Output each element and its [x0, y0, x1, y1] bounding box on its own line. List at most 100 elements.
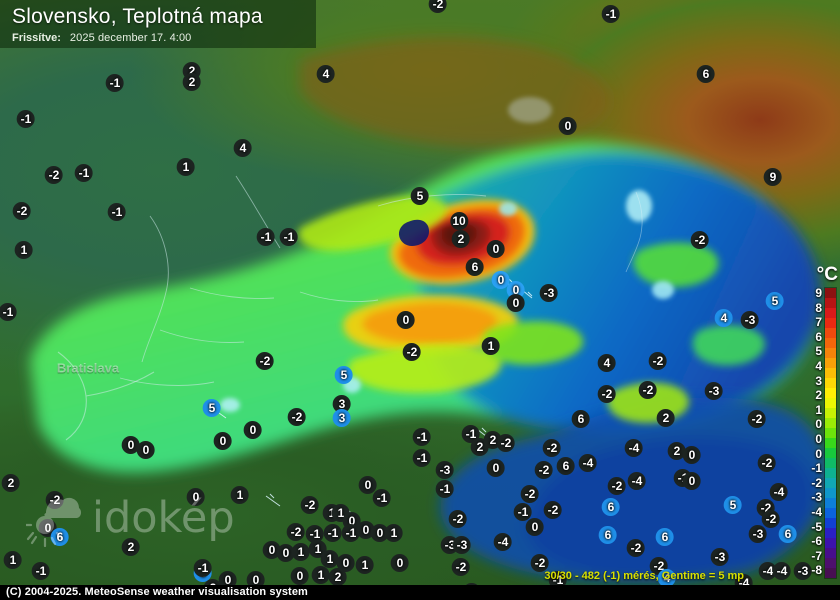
station-marker[interactable]: 6: [557, 457, 575, 475]
station-marker[interactable]: 1: [385, 524, 403, 542]
station-marker[interactable]: -4: [578, 454, 597, 472]
station-marker[interactable]: -4: [624, 439, 643, 457]
station-marker[interactable]: 6: [466, 258, 484, 276]
station-marker[interactable]: 0: [397, 311, 415, 329]
station-marker[interactable]: 0: [291, 567, 309, 585]
station-marker[interactable]: 2: [452, 230, 470, 248]
station-marker[interactable]: 0: [187, 488, 205, 506]
station-marker[interactable]: -2: [428, 0, 447, 13]
station-marker[interactable]: 2: [668, 442, 686, 460]
station-marker[interactable]: 1: [309, 540, 327, 558]
station-marker[interactable]: 0: [122, 436, 140, 454]
station-marker[interactable]: 0: [492, 271, 510, 289]
station-marker[interactable]: 6: [602, 498, 620, 516]
station-marker[interactable]: -4: [627, 472, 646, 490]
station-marker[interactable]: 2: [657, 409, 675, 427]
station-marker[interactable]: -3: [793, 562, 812, 580]
station-marker[interactable]: -1: [323, 524, 342, 542]
station-marker[interactable]: 0: [526, 518, 544, 536]
station-marker[interactable]: -1: [105, 74, 124, 92]
station-marker[interactable]: -2: [607, 477, 626, 495]
station-marker[interactable]: -3: [435, 461, 454, 479]
station-marker[interactable]: 1: [231, 486, 249, 504]
station-marker[interactable]: -1: [107, 203, 126, 221]
station-marker[interactable]: -2: [597, 385, 616, 403]
station-marker[interactable]: 2: [484, 431, 502, 449]
station-marker[interactable]: -1: [412, 428, 431, 446]
station-marker[interactable]: -4: [769, 483, 788, 501]
station-marker[interactable]: -1: [256, 228, 275, 246]
station-marker[interactable]: 0: [559, 117, 577, 135]
station-marker[interactable]: -3: [452, 536, 471, 554]
station-marker[interactable]: -1: [74, 164, 93, 182]
station-marker[interactable]: -2: [761, 510, 780, 528]
station-marker[interactable]: -2: [542, 439, 561, 457]
station-marker[interactable]: -2: [520, 485, 539, 503]
station-marker[interactable]: -3: [710, 548, 729, 566]
station-marker[interactable]: 0: [214, 432, 232, 450]
station-marker[interactable]: 4: [715, 309, 733, 327]
station-marker[interactable]: -1: [435, 480, 454, 498]
station-marker[interactable]: 6: [697, 65, 715, 83]
station-marker[interactable]: 2: [183, 73, 201, 91]
station-marker[interactable]: 0: [137, 441, 155, 459]
station-marker[interactable]: 0: [391, 554, 409, 572]
station-marker[interactable]: -2: [638, 381, 657, 399]
station-marker[interactable]: 5: [766, 292, 784, 310]
station-marker[interactable]: -1: [279, 228, 298, 246]
station-marker[interactable]: -2: [12, 202, 31, 220]
station-marker[interactable]: -2: [402, 343, 421, 361]
station-marker[interactable]: -2: [757, 454, 776, 472]
station-marker[interactable]: 1: [321, 550, 339, 568]
station-marker[interactable]: -2: [690, 231, 709, 249]
station-marker[interactable]: -2: [626, 539, 645, 557]
station-marker[interactable]: 5: [335, 366, 353, 384]
station-marker[interactable]: -1: [548, 571, 567, 585]
station-marker[interactable]: 0: [244, 421, 262, 439]
station-marker[interactable]: 0: [487, 240, 505, 258]
station-marker[interactable]: 6: [599, 526, 617, 544]
station-marker[interactable]: 6: [51, 528, 69, 546]
station-marker[interactable]: 1: [292, 543, 310, 561]
station-marker[interactable]: 1: [312, 566, 330, 584]
station-marker[interactable]: 2: [2, 474, 20, 492]
station-marker[interactable]: 0: [337, 554, 355, 572]
station-marker[interactable]: -4: [493, 533, 512, 551]
station-marker[interactable]: 0: [507, 294, 525, 312]
station-marker[interactable]: -2: [300, 496, 319, 514]
station-marker[interactable]: 0: [683, 472, 701, 490]
station-marker[interactable]: -4: [734, 574, 753, 585]
station-marker[interactable]: 5: [203, 399, 221, 417]
station-marker[interactable]: 2: [122, 538, 140, 556]
station-marker[interactable]: -2: [255, 352, 274, 370]
station-marker[interactable]: 1: [356, 556, 374, 574]
station-marker[interactable]: 0: [263, 541, 281, 559]
station-marker[interactable]: -1: [305, 525, 324, 543]
station-marker[interactable]: 0: [359, 476, 377, 494]
station-marker[interactable]: 4: [234, 139, 252, 157]
station-marker[interactable]: 3: [333, 395, 351, 413]
station-marker[interactable]: -2: [44, 166, 63, 184]
station-marker[interactable]: 1: [177, 158, 195, 176]
station-marker[interactable]: -1: [412, 449, 431, 467]
station-marker[interactable]: -1: [0, 303, 17, 321]
station-marker[interactable]: -1: [601, 5, 620, 23]
station-marker[interactable]: 0: [357, 521, 375, 539]
station-marker[interactable]: 10: [449, 212, 468, 230]
station-marker[interactable]: -2: [543, 501, 562, 519]
station-marker[interactable]: 4: [598, 354, 616, 372]
station-marker[interactable]: -2: [648, 352, 667, 370]
station-marker[interactable]: 9: [764, 168, 782, 186]
station-marker[interactable]: -2: [747, 410, 766, 428]
station-marker[interactable]: 1: [482, 337, 500, 355]
station-marker[interactable]: 2: [471, 438, 489, 456]
station-marker[interactable]: 4: [317, 65, 335, 83]
station-marker[interactable]: -2: [448, 510, 467, 528]
station-marker[interactable]: -3: [704, 382, 723, 400]
station-marker[interactable]: -1: [341, 524, 360, 542]
station-marker[interactable]: -2: [496, 434, 515, 452]
station-marker[interactable]: 0: [277, 544, 295, 562]
station-marker[interactable]: 2: [329, 568, 347, 585]
station-marker[interactable]: -1: [193, 559, 212, 577]
station-marker[interactable]: -4: [772, 562, 791, 580]
